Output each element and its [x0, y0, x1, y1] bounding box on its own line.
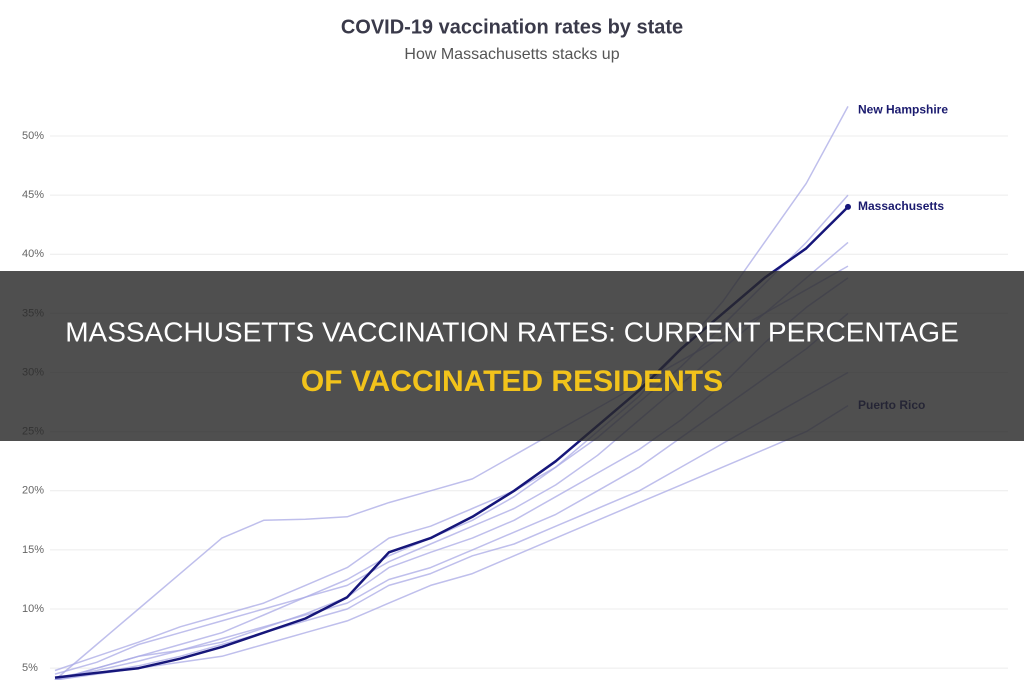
- line-label: New Hampshire: [858, 103, 948, 117]
- y-tick-label: 45%: [22, 189, 44, 201]
- banner-line: OF VACCINATED RESIDENTS: [301, 365, 723, 398]
- y-tick-label: 5%: [22, 662, 38, 674]
- y-tick-label: 15%: [22, 544, 44, 556]
- banner-line: MASSACHUSETTS VACCINATION RATES: CURRENT…: [65, 316, 959, 347]
- line-label: Massachusetts: [858, 199, 944, 213]
- series-line: [54, 371, 849, 680]
- banner-band: [0, 271, 1024, 441]
- y-tick-label: 40%: [22, 248, 44, 260]
- chart-title: COVID-19 vaccination rates by state: [341, 16, 683, 38]
- end-point: [845, 203, 851, 210]
- series-line: [54, 404, 849, 680]
- y-tick-label: 10%: [22, 603, 44, 615]
- chart-subtitle: How Massachusetts stacks up: [404, 46, 619, 63]
- y-tick-label: 50%: [22, 130, 44, 142]
- y-tick-label: 20%: [22, 485, 44, 497]
